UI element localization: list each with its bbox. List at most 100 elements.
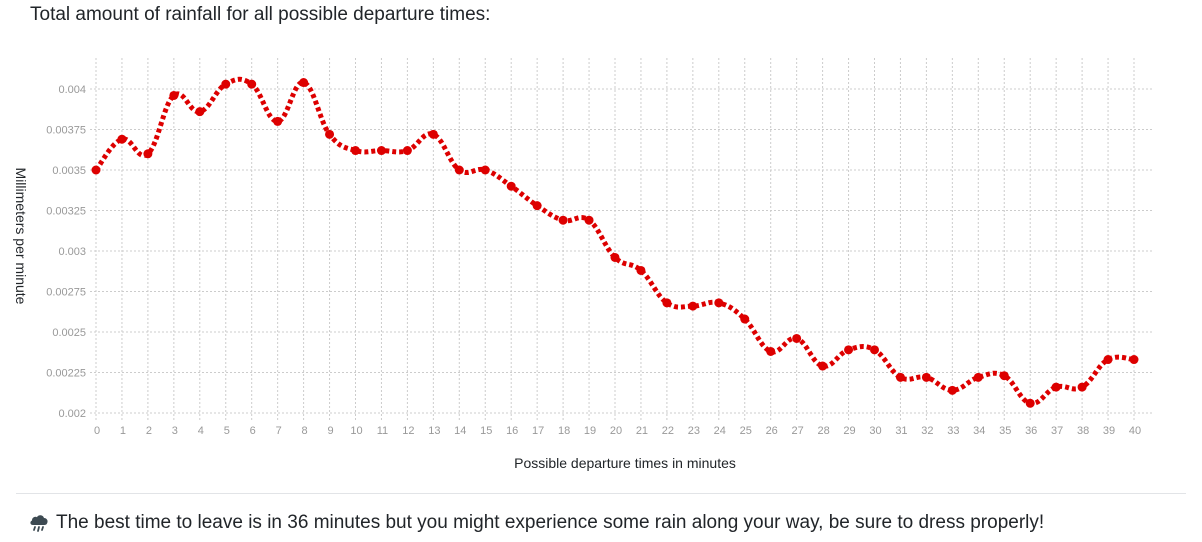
x-tick-label: 38 <box>1077 425 1089 437</box>
x-axis-label: Possible departure times in minutes <box>514 455 736 471</box>
x-tick-label: 7 <box>276 425 282 437</box>
x-tick-label: 13 <box>428 425 440 437</box>
x-tick-label: 40 <box>1129 425 1141 437</box>
data-point[interactable] <box>506 181 516 191</box>
x-tick-label: 19 <box>584 425 596 437</box>
data-point[interactable] <box>558 215 568 225</box>
x-tick-label: 33 <box>947 425 959 437</box>
x-tick-label: 14 <box>454 425 466 437</box>
x-tick-label: 9 <box>327 425 333 437</box>
advice-message: The best time to leave is in 36 minutes … <box>28 512 1044 534</box>
x-tick-label: 16 <box>506 425 518 437</box>
x-tick-label: 36 <box>1025 425 1037 437</box>
x-tick-label: 29 <box>843 425 855 437</box>
x-tick-label: 11 <box>377 425 388 437</box>
data-point[interactable] <box>117 134 127 144</box>
data-point[interactable] <box>1077 382 1087 392</box>
data-point[interactable] <box>766 346 776 356</box>
x-tick-label: 17 <box>532 425 544 437</box>
x-tick-label: 4 <box>198 425 204 437</box>
x-tick-label: 15 <box>480 425 492 437</box>
divider <box>16 493 1186 494</box>
grid-lines <box>90 58 1152 420</box>
x-tick-label: 35 <box>999 425 1011 437</box>
data-point[interactable] <box>273 116 283 126</box>
x-tick-label: 31 <box>895 425 907 437</box>
data-point[interactable] <box>402 146 412 156</box>
x-tick-label: 24 <box>714 425 726 437</box>
data-point[interactable] <box>169 90 179 100</box>
y-tick-label: 0.00225 <box>46 368 86 380</box>
data-point[interactable] <box>662 298 672 308</box>
x-tick-label: 5 <box>224 425 230 437</box>
x-tick-label: 18 <box>558 425 570 437</box>
x-tick-label: 12 <box>402 425 414 437</box>
series-points <box>91 78 1139 408</box>
data-point[interactable] <box>921 372 931 382</box>
x-tick-label: 32 <box>921 425 933 437</box>
data-point[interactable] <box>1051 382 1061 392</box>
y-tick-label: 0.00375 <box>46 125 86 137</box>
data-point[interactable] <box>999 371 1009 381</box>
data-point[interactable] <box>428 129 438 139</box>
x-tick-label: 0 <box>94 425 100 437</box>
y-tick-label: 0.00325 <box>46 206 86 218</box>
data-point[interactable] <box>143 149 153 159</box>
x-tick-label: 25 <box>740 425 752 437</box>
data-point[interactable] <box>973 372 983 382</box>
data-point[interactable] <box>532 201 542 211</box>
x-tick-labels: 0 1 2 3 4 5 6 7 8 9 10 11 12 13 14 15 16 17 18 19 20 21 22 23 24… <box>94 425 1141 437</box>
x-tick-label: 22 <box>662 425 674 437</box>
y-tick-label: 0.00275 <box>46 287 86 299</box>
x-tick-label: 8 <box>302 425 308 437</box>
series-line <box>94 76 1135 406</box>
page-heading: Total amount of rainfall for all possibl… <box>30 4 491 25</box>
data-point[interactable] <box>844 345 854 355</box>
y-tick-label: 0.002 <box>58 408 86 420</box>
data-point[interactable] <box>195 107 205 117</box>
data-point[interactable] <box>1129 355 1139 365</box>
x-tick-label: 3 <box>172 425 178 437</box>
data-point[interactable] <box>91 165 101 175</box>
data-point[interactable] <box>1025 398 1035 408</box>
x-tick-label: 39 <box>1103 425 1115 437</box>
x-tick-label: 2 <box>146 425 152 437</box>
x-tick-label: 26 <box>766 425 778 437</box>
data-point[interactable] <box>1103 355 1113 365</box>
data-point[interactable] <box>688 301 698 311</box>
data-point[interactable] <box>221 79 231 89</box>
x-tick-label: 23 <box>688 425 700 437</box>
x-tick-label: 28 <box>817 425 829 437</box>
data-point[interactable] <box>792 333 802 343</box>
rainfall-line-chart: 0.002 0.00225 0.0025 0.00275 0.003 0.00325 0.0… <box>13 58 1152 471</box>
data-point[interactable] <box>636 265 646 275</box>
data-point[interactable] <box>714 298 724 308</box>
x-tick-label: 30 <box>869 425 881 437</box>
data-point[interactable] <box>454 165 464 175</box>
data-point[interactable] <box>325 129 335 139</box>
series-line-path <box>94 76 1135 406</box>
data-point[interactable] <box>376 146 386 156</box>
y-tick-label: 0.0035 <box>52 165 86 177</box>
advice-text: The best time to leave is in 36 minutes … <box>56 512 1045 533</box>
y-tick-label: 0.0025 <box>52 327 86 339</box>
data-point[interactable] <box>610 252 620 262</box>
x-tick-label: 1 <box>120 425 126 437</box>
data-point[interactable] <box>299 78 309 88</box>
data-point[interactable] <box>947 385 957 395</box>
data-point[interactable] <box>247 79 257 89</box>
y-tick-label: 0.004 <box>58 84 86 96</box>
x-tick-label: 10 <box>350 425 362 437</box>
data-point[interactable] <box>584 215 594 225</box>
x-tick-label: 34 <box>973 425 985 437</box>
data-point[interactable] <box>480 165 490 175</box>
data-point[interactable] <box>895 372 905 382</box>
data-point[interactable] <box>351 146 360 156</box>
data-point[interactable] <box>818 361 828 371</box>
x-tick-label: 37 <box>1051 425 1063 437</box>
y-tick-labels: 0.002 0.00225 0.0025 0.00275 0.003 0.00325 0.0… <box>46 84 86 420</box>
data-point[interactable] <box>870 345 879 355</box>
data-point[interactable] <box>740 314 750 324</box>
x-tick-label: 27 <box>792 425 804 437</box>
